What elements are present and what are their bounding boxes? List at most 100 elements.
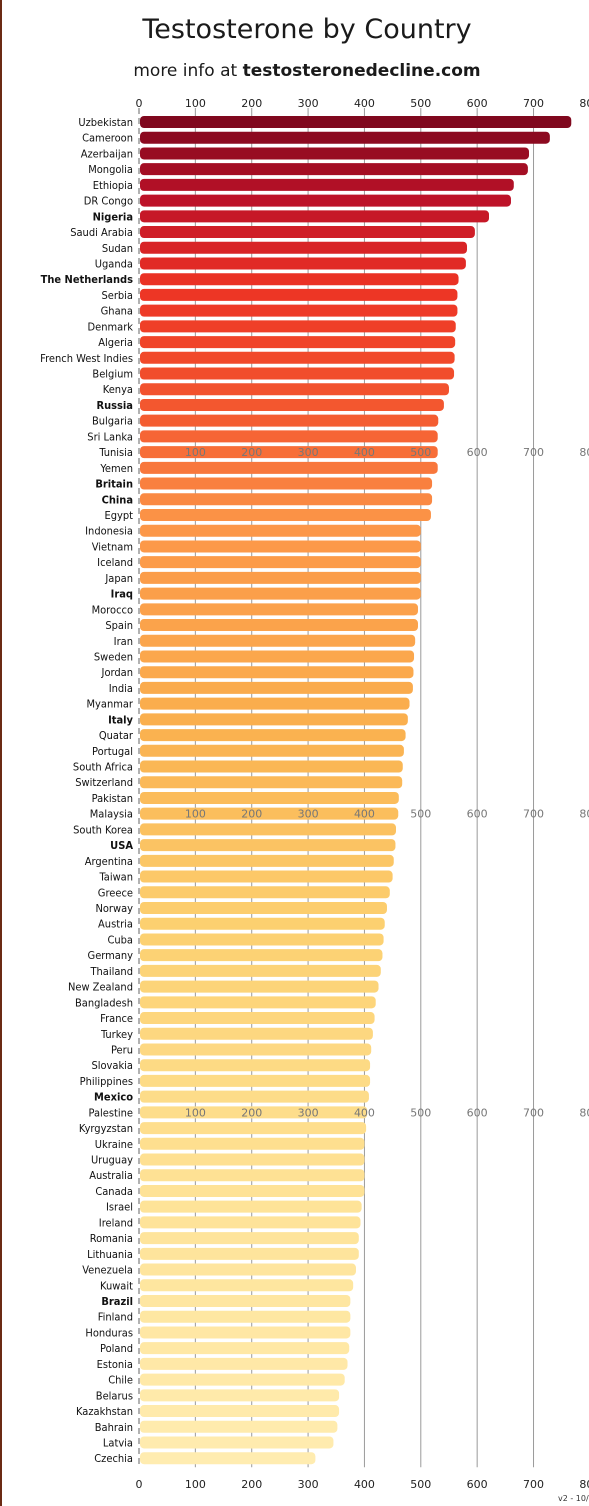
x-tick-label: 800	[579, 808, 589, 821]
category-label: India	[109, 682, 133, 695]
bar	[140, 1452, 316, 1465]
page-left-border	[0, 0, 2, 1506]
category-label: Japan	[104, 572, 133, 585]
category-label: Estonia	[97, 1358, 133, 1371]
bar	[140, 1106, 368, 1119]
x-tick-label: 400	[354, 97, 375, 110]
category-label: Argentina	[85, 855, 133, 868]
bar	[140, 697, 410, 710]
category-label: Czechia	[94, 1452, 133, 1465]
category-label: Quatar	[99, 729, 134, 742]
category-label: China	[102, 493, 133, 506]
bar	[140, 241, 468, 254]
x-tick-label: 400	[354, 808, 375, 821]
x-tick-label: 100	[185, 808, 206, 821]
category-label: Saudi Arabia	[70, 226, 133, 239]
bar	[140, 226, 475, 239]
category-label: Switzerland	[75, 776, 133, 789]
x-axis-repeat: 100 200 300 400 500 600 700 800	[185, 446, 589, 459]
x-tick-label: 300	[298, 808, 319, 821]
category-label: The Netherlands	[41, 273, 134, 286]
bar	[140, 1137, 365, 1150]
category-label: Iraq	[111, 588, 133, 601]
bar	[140, 194, 511, 207]
category-label: Denmark	[88, 320, 134, 333]
bar	[140, 1090, 369, 1103]
x-tick-label: 700	[523, 97, 544, 110]
category-label: Finland	[98, 1311, 133, 1324]
x-tick-label: 100	[185, 97, 206, 110]
category-label: Bangladesh	[75, 996, 133, 1009]
bar	[140, 571, 421, 584]
bar	[140, 304, 458, 317]
category-label: Sweden	[94, 650, 133, 663]
bars	[140, 116, 572, 1465]
bar	[140, 791, 399, 804]
category-label: Australia	[89, 1169, 133, 1182]
category-label: South Africa	[73, 761, 133, 774]
x-tick-label: 800	[579, 1478, 589, 1491]
x-tick-label: 500	[410, 97, 431, 110]
category-label: Uzbekistan	[78, 116, 133, 129]
x-tick-label: 100	[185, 1106, 206, 1119]
category-label: Iran	[114, 635, 133, 648]
category-label: Bahrain	[95, 1421, 133, 1434]
category-label: Kyrgyzstan	[79, 1122, 133, 1135]
bar	[140, 854, 394, 867]
bar	[140, 524, 421, 537]
category-label: Poland	[100, 1342, 133, 1355]
category-label: Jordan	[101, 666, 133, 679]
category-label: Pakistan	[92, 792, 133, 805]
bar	[140, 776, 403, 789]
bar	[140, 1059, 371, 1072]
bar	[140, 1216, 361, 1229]
x-axis-repeat: 100 200 300 400 500 600 700 800	[185, 808, 589, 821]
x-tick-label: 700	[523, 446, 544, 459]
x-tick-label: 200	[241, 1106, 262, 1119]
category-label: Morocco	[92, 603, 133, 616]
x-tick-label: 400	[354, 446, 375, 459]
x-tick-label: 300	[298, 1106, 319, 1119]
category-label: Ethiopia	[93, 179, 133, 192]
bar	[140, 461, 438, 474]
bar	[140, 807, 399, 820]
bar	[140, 886, 390, 899]
bar	[140, 131, 550, 144]
category-label: Norway	[95, 902, 133, 915]
bar	[140, 509, 431, 521]
x-tick-label: 300	[298, 1478, 319, 1491]
x-tick-label: 700	[523, 1106, 544, 1119]
category-label: Slovakia	[91, 1059, 133, 1072]
bar	[140, 634, 416, 647]
category-label: Ireland	[99, 1216, 133, 1229]
bar	[140, 336, 456, 349]
bar	[140, 351, 455, 364]
category-label: Thailand	[89, 965, 133, 978]
x-axis-bottom: 0 100 200 300 400 500 600 700 800	[136, 1478, 589, 1491]
bar	[140, 1200, 362, 1213]
x-tick-label: 0	[136, 97, 143, 110]
bar	[140, 446, 438, 459]
category-label: Uruguay	[91, 1154, 133, 1167]
category-label: Greece	[98, 886, 133, 899]
category-label: New Zealand	[68, 981, 133, 994]
subtitle-link[interactable]: testosteronedecline.com	[242, 61, 481, 81]
category-label: Canada	[95, 1185, 133, 1198]
bar	[140, 477, 433, 490]
bar	[140, 398, 444, 411]
x-tick-label: 200	[241, 446, 262, 459]
bar	[140, 744, 404, 757]
category-label: Sudan	[102, 242, 133, 255]
category-label: Azerbaijan	[81, 147, 133, 160]
bar	[140, 163, 528, 176]
bar	[140, 556, 421, 569]
bar	[140, 996, 376, 1009]
category-label: Taiwan	[99, 871, 133, 884]
bar	[140, 1153, 365, 1166]
category-label: Mongolia	[88, 163, 133, 176]
chart-title: Testosterone by Country	[142, 14, 472, 45]
category-label: Mexico	[94, 1091, 133, 1104]
category-label: Serbia	[101, 289, 133, 302]
bar	[140, 666, 414, 679]
x-tick-label: 200	[241, 97, 262, 110]
